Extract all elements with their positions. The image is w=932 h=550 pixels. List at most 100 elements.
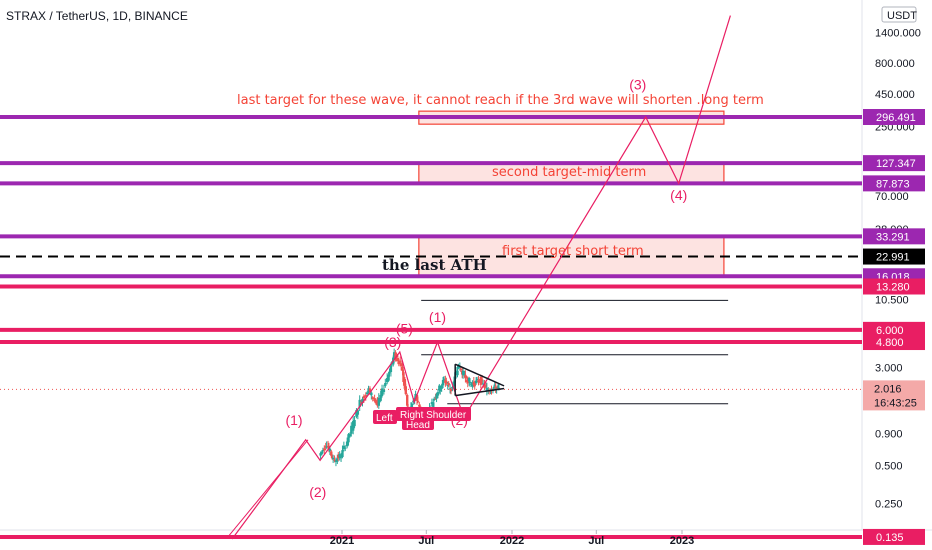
- triangle-pattern[interactable]: [454, 363, 505, 397]
- candle-body: [445, 380, 448, 384]
- wave-label-1: (2): [309, 484, 326, 500]
- pattern-left-badge: [373, 410, 397, 424]
- candle-body: [440, 385, 443, 389]
- candle-body: [475, 378, 479, 380]
- candle-body: [401, 366, 404, 371]
- price-tick-8: 10.500: [875, 294, 909, 306]
- candle-body: [348, 433, 352, 437]
- time-axis-ticks: 2021 Jul 2022 Jul 2023: [330, 530, 694, 547]
- price-tag-label-4: 22.991: [876, 252, 910, 264]
- candle-body: [481, 383, 485, 385]
- wave-label-3: (5): [396, 321, 413, 337]
- candle-body: [435, 394, 438, 399]
- candle-body: [447, 383, 450, 386]
- annotation-mid-term: second target-mid term: [492, 165, 646, 180]
- candle-body: [376, 401, 379, 406]
- candle-body: [452, 381, 455, 387]
- candle-body: [484, 384, 488, 387]
- candle-body: [496, 386, 500, 388]
- candle-body: [497, 387, 501, 389]
- horizontal-levels[interactable]: [0, 115, 862, 539]
- candle-body: [464, 374, 467, 379]
- annotation-long-term: last target for these wave, it cannot re…: [237, 93, 764, 108]
- price-tick-9: 3.000: [875, 363, 903, 375]
- price-tick-3: 450.000: [875, 89, 915, 101]
- candle-body: [485, 387, 489, 392]
- triangle-lower[interactable]: [455, 387, 505, 397]
- candle-body: [461, 370, 465, 376]
- candle-body: [323, 448, 326, 451]
- candle-body: [359, 402, 363, 404]
- price-tag-label-8: 4.800: [876, 337, 904, 349]
- trend-line-0[interactable]: [227, 439, 309, 538]
- candle-body: [406, 394, 409, 406]
- candle-body: [456, 370, 459, 376]
- candle-body: [493, 384, 496, 386]
- candle-body: [454, 371, 458, 375]
- candle-body: [351, 421, 355, 431]
- candle-body: [441, 379, 445, 386]
- price-tag-label-2: 87.873: [876, 178, 910, 190]
- wave-label-4: (1): [429, 309, 446, 325]
- price-tag-8: [863, 334, 925, 351]
- candle-body: [495, 387, 499, 389]
- candle-body: [439, 388, 442, 392]
- candle-body: [480, 379, 484, 381]
- candle-body: [389, 366, 393, 373]
- candle-body: [333, 459, 336, 461]
- price-tag-9: [863, 528, 925, 545]
- candle-body: [399, 363, 403, 367]
- wave-label-0: (1): [285, 412, 302, 428]
- candle-body: [344, 447, 347, 449]
- candle-body: [470, 383, 473, 385]
- wave-polyline[interactable]: [231, 15, 731, 540]
- annotation-short-term: first target short term: [502, 244, 644, 259]
- pattern-right-badge: [396, 407, 471, 421]
- candle-body: [358, 399, 361, 407]
- candle-body: [342, 445, 346, 450]
- price-tick-2: 800.000: [875, 58, 915, 70]
- trend-lines[interactable]: [227, 299, 729, 538]
- time-tick-1: Jul: [418, 535, 434, 547]
- currency-button[interactable]: [881, 6, 917, 23]
- price-tick-6: 70.000: [875, 191, 909, 203]
- candle-body: [468, 381, 472, 383]
- candle-body: [396, 358, 400, 362]
- candle-body: [368, 388, 372, 392]
- price-tag-label-9: 0.135: [876, 532, 904, 544]
- candle-body: [432, 402, 435, 407]
- price-tag-label-0: 296.491: [876, 112, 916, 124]
- price-tags: 296.491127.34787.87333.29122.99116.01813…: [863, 109, 925, 545]
- candle-body: [336, 458, 339, 462]
- current-price-value: 2.016: [874, 383, 902, 395]
- candle-body: [326, 445, 330, 447]
- candle-body: [416, 400, 420, 402]
- price-tag-label-1: 127.347: [876, 158, 916, 170]
- candle-body: [397, 360, 401, 365]
- candle-body: [449, 388, 453, 392]
- candle-body: [415, 394, 419, 401]
- elliott-wave-path[interactable]: [231, 15, 731, 540]
- candle-body: [353, 420, 356, 427]
- candle-body: [479, 377, 482, 385]
- candle-body: [356, 410, 360, 415]
- candle-body: [399, 361, 402, 363]
- pattern-left-label: Left: [376, 413, 393, 424]
- time-tick-2: 2022: [500, 535, 524, 547]
- price-tag-2: [863, 175, 925, 192]
- candle-body: [364, 395, 367, 397]
- candle-body: [471, 384, 474, 387]
- candle-body: [473, 382, 476, 387]
- pattern-right-label: Right Shoulder: [400, 410, 467, 421]
- candle-body: [347, 434, 350, 443]
- price-tag-4: [863, 248, 925, 265]
- candle-body: [384, 383, 387, 386]
- current-price-tag: [863, 380, 925, 411]
- candle-body: [385, 378, 389, 383]
- triangle-upper[interactable]: [454, 363, 505, 387]
- candle-body: [418, 404, 421, 407]
- candle-body: [334, 460, 338, 462]
- candle-body: [410, 403, 414, 409]
- candle-body: [387, 374, 390, 381]
